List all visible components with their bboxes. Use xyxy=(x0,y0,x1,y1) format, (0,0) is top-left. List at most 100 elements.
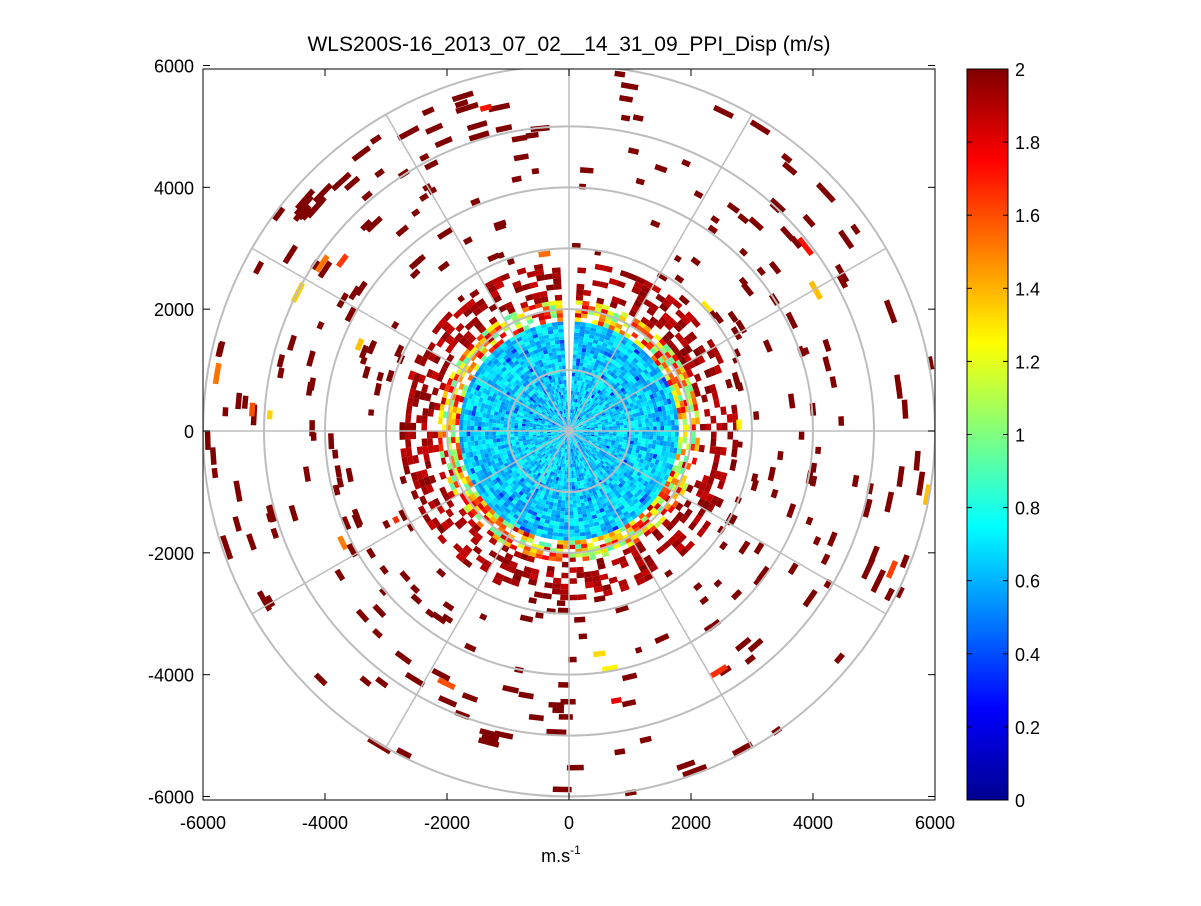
ppi-cell xyxy=(496,420,500,424)
y-tick-label: -6000 xyxy=(148,788,194,808)
ppi-cell xyxy=(638,435,642,439)
ppi-cell xyxy=(552,707,564,713)
ppi-cell xyxy=(569,526,574,530)
ppi-cell xyxy=(624,425,628,428)
colorbar-tick-label: 0.2 xyxy=(1015,718,1040,738)
ppi-cell xyxy=(572,486,575,490)
ppi-cell xyxy=(552,506,557,510)
ppi-cell xyxy=(667,436,671,442)
ppi-cell xyxy=(555,557,562,562)
ppi-cell xyxy=(642,435,646,439)
ppi-cell xyxy=(439,411,444,418)
ppi-cell xyxy=(451,413,456,420)
ppi-cell xyxy=(581,313,588,318)
ppi-cell xyxy=(455,437,460,443)
ppi-cell xyxy=(576,572,584,578)
ppi-cell xyxy=(563,545,569,549)
ppi-cell xyxy=(564,384,567,388)
ppi-cell xyxy=(555,300,562,305)
ppi-cell xyxy=(400,448,407,457)
ppi-cell xyxy=(559,340,564,344)
ppi-cell xyxy=(569,553,576,557)
ppi-cell xyxy=(575,322,581,326)
ppi-cell xyxy=(553,503,558,507)
ppi-cell xyxy=(645,435,649,439)
ppi-cell xyxy=(578,344,583,348)
ppi-cell xyxy=(574,529,580,533)
ppi-cell xyxy=(575,485,578,489)
ppi-cell xyxy=(496,423,500,427)
ppi-cell xyxy=(514,425,518,428)
ppi-cell xyxy=(682,413,687,420)
ppi-cell xyxy=(556,507,561,511)
ppi-cell xyxy=(630,421,634,425)
ppi-cell xyxy=(463,436,467,442)
ppi-cell xyxy=(544,582,553,588)
ppi-cell xyxy=(659,441,663,446)
ppi-cell xyxy=(576,500,580,504)
ppi-cell xyxy=(571,391,573,395)
ppi-cell xyxy=(620,434,624,437)
ppi-cell xyxy=(478,421,482,426)
x-tick-label: 6000 xyxy=(915,813,955,833)
ppi-cell xyxy=(569,595,578,601)
ppi-cell xyxy=(572,493,576,497)
ppi-cell xyxy=(571,478,574,482)
ppi-cell xyxy=(574,522,579,526)
ppi-cell xyxy=(576,295,583,301)
ppi-cell xyxy=(405,414,411,423)
colorbar-tick-label: 1.4 xyxy=(1015,279,1040,299)
ppi-cell xyxy=(564,478,567,482)
ppi-cell xyxy=(613,433,617,436)
ppi-cell xyxy=(511,434,515,437)
ppi-cell xyxy=(576,366,580,370)
ppi-cell xyxy=(529,427,533,429)
ppi-cell xyxy=(544,273,553,279)
ppi-cell xyxy=(529,433,533,435)
ppi-cell xyxy=(683,425,687,431)
ppi-cell xyxy=(546,571,554,577)
ppi-cell xyxy=(582,301,589,306)
ppi-cell xyxy=(470,426,474,431)
ppi-cell xyxy=(691,431,695,438)
ppi-cell xyxy=(663,441,667,447)
ppi-cell xyxy=(485,435,489,440)
ppi-cell xyxy=(582,556,589,561)
ppi-cell xyxy=(561,351,565,355)
ppi-cell xyxy=(660,421,664,426)
ppi-cell xyxy=(578,518,583,522)
ppi-cell xyxy=(500,438,504,442)
ppi-cell xyxy=(572,496,576,500)
ppi-cell xyxy=(699,445,705,453)
ppi-cell xyxy=(481,435,485,440)
ppi-cell xyxy=(467,436,471,442)
ppi-cell xyxy=(572,482,575,486)
ppi-cell xyxy=(623,437,627,440)
ppi-cell xyxy=(456,442,461,448)
ppi-cell xyxy=(451,425,455,431)
ppi-cell xyxy=(815,447,821,454)
ppi-cell xyxy=(624,434,628,437)
ppi-cell xyxy=(694,411,699,418)
ppi-cell xyxy=(552,326,558,330)
ppi-cell xyxy=(560,589,569,595)
ppi-cell xyxy=(556,347,561,351)
ppi-cell xyxy=(432,431,438,438)
ppi-cell xyxy=(547,566,555,572)
ppi-cell xyxy=(579,329,585,333)
ppi-cell xyxy=(463,431,467,437)
ppi-cell xyxy=(572,362,576,366)
ppi-cell xyxy=(500,420,504,424)
ppi-cell xyxy=(560,595,569,601)
ppi-cell xyxy=(422,446,428,454)
ppi-cell xyxy=(558,322,564,326)
y-tick-label: 2000 xyxy=(154,300,194,320)
ppi-cell xyxy=(557,540,563,545)
ppi-cell xyxy=(694,444,699,451)
ppi-cell xyxy=(609,426,613,428)
ppi-cell xyxy=(580,532,586,536)
ppi-cell xyxy=(406,405,413,414)
ppi-cell xyxy=(439,444,444,451)
ppi-cell xyxy=(574,533,580,537)
ppi-cell xyxy=(623,422,627,425)
